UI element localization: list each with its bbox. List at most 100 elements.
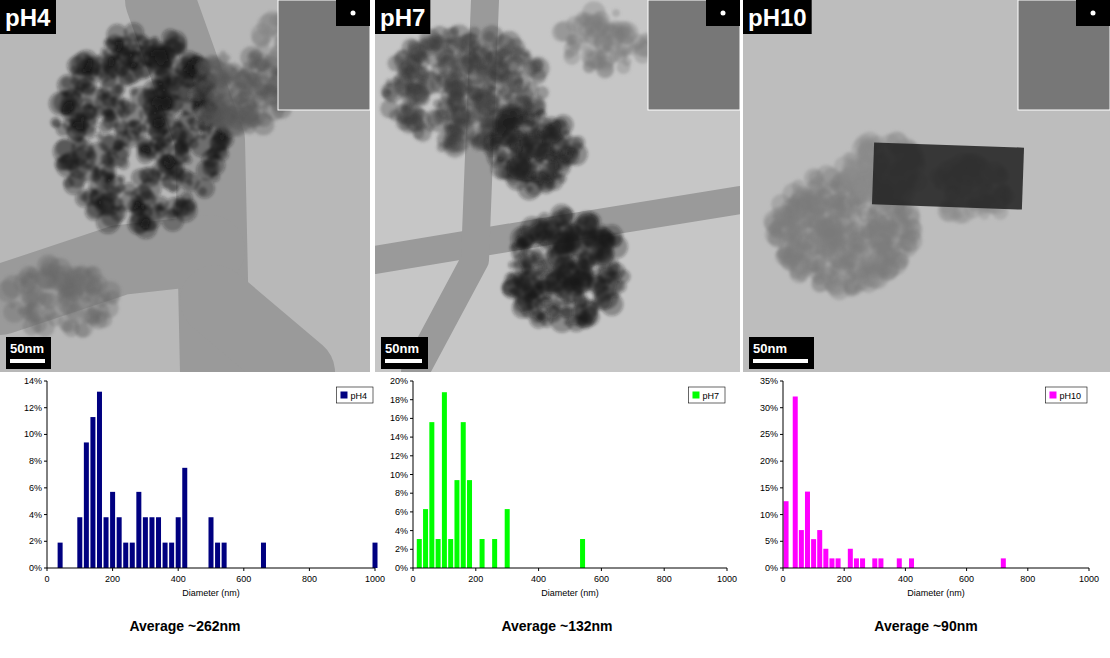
particle bbox=[515, 77, 523, 85]
scale-bar-text: 50nm bbox=[753, 341, 787, 356]
particle bbox=[566, 34, 582, 50]
particle bbox=[84, 87, 106, 109]
particle bbox=[769, 229, 787, 247]
particle bbox=[826, 272, 838, 284]
particle bbox=[522, 254, 528, 260]
particle bbox=[547, 305, 560, 318]
image-background bbox=[743, 0, 1110, 372]
inset bbox=[648, 0, 740, 110]
particle bbox=[3, 301, 25, 323]
particle bbox=[900, 230, 922, 252]
particle bbox=[66, 159, 77, 170]
image-label: pH10 bbox=[748, 4, 807, 31]
particle bbox=[211, 58, 223, 70]
particle bbox=[257, 14, 280, 37]
diffraction-spot bbox=[1091, 11, 1096, 16]
y-tick-label: 10% bbox=[24, 429, 42, 439]
particle bbox=[600, 293, 623, 316]
particle bbox=[135, 216, 158, 239]
particle bbox=[595, 251, 607, 263]
scale-bar-box bbox=[749, 337, 814, 369]
particle bbox=[221, 67, 240, 86]
particle bbox=[89, 178, 104, 193]
particle bbox=[503, 126, 521, 144]
particle bbox=[527, 302, 539, 314]
y-tick-label: 8% bbox=[29, 456, 42, 466]
particle bbox=[202, 159, 220, 177]
particle bbox=[802, 194, 820, 212]
particle bbox=[107, 60, 119, 72]
particle bbox=[538, 177, 555, 194]
particle bbox=[83, 126, 96, 139]
particle bbox=[536, 313, 544, 321]
y-tick-label: 0% bbox=[29, 563, 42, 573]
particle bbox=[608, 262, 626, 280]
scale-bar-box bbox=[381, 337, 428, 369]
particle bbox=[851, 226, 859, 234]
particle bbox=[558, 147, 573, 162]
particle bbox=[836, 240, 843, 247]
particle bbox=[877, 241, 900, 264]
particle bbox=[617, 45, 630, 58]
scale-bar-text: 50nm bbox=[385, 341, 419, 356]
particle bbox=[543, 218, 560, 235]
particle bbox=[162, 29, 179, 46]
particle bbox=[589, 256, 596, 263]
particle bbox=[103, 152, 119, 168]
particle bbox=[622, 57, 631, 66]
particle bbox=[844, 161, 856, 173]
particle bbox=[86, 163, 93, 170]
particle bbox=[63, 178, 74, 189]
diffraction-inset bbox=[1076, 0, 1110, 26]
particle bbox=[472, 136, 483, 147]
particle bbox=[460, 112, 470, 122]
particle bbox=[506, 149, 527, 170]
particle bbox=[603, 44, 611, 52]
particle bbox=[200, 134, 206, 140]
particle bbox=[116, 184, 126, 194]
particle bbox=[546, 159, 559, 172]
scale-bar-box bbox=[6, 337, 51, 369]
particle bbox=[380, 99, 399, 118]
scale-bar bbox=[753, 359, 808, 363]
particle bbox=[434, 35, 443, 44]
particle bbox=[101, 48, 107, 54]
particle bbox=[559, 259, 579, 279]
particle bbox=[899, 218, 911, 230]
particle bbox=[853, 207, 861, 215]
particle bbox=[162, 210, 184, 232]
particle bbox=[0, 280, 18, 302]
particle bbox=[506, 167, 529, 190]
particle bbox=[106, 34, 124, 52]
particle bbox=[171, 80, 191, 100]
particle bbox=[405, 65, 413, 73]
particle bbox=[537, 108, 545, 116]
particle bbox=[194, 81, 213, 100]
particle bbox=[71, 139, 94, 162]
particle bbox=[613, 281, 623, 291]
particle bbox=[72, 76, 81, 85]
particle bbox=[392, 76, 400, 84]
particle bbox=[403, 111, 423, 131]
particle bbox=[629, 43, 638, 52]
particle bbox=[54, 157, 68, 171]
figure: pH450nmpH750nmpH1050nm0%2%4%6%8%10%12%14… bbox=[0, 0, 1110, 658]
image-label-box bbox=[0, 0, 56, 34]
particle bbox=[502, 279, 519, 296]
particle bbox=[9, 303, 15, 309]
particle bbox=[61, 77, 72, 88]
particle bbox=[520, 269, 543, 292]
particle bbox=[508, 261, 515, 268]
particle bbox=[564, 319, 570, 325]
particle bbox=[414, 67, 427, 80]
carbon-film bbox=[375, 200, 740, 260]
particle bbox=[195, 107, 208, 120]
particle bbox=[35, 317, 55, 337]
particle bbox=[129, 62, 138, 71]
particle bbox=[495, 49, 513, 67]
particle bbox=[143, 80, 165, 102]
y-tick-label: 4% bbox=[29, 510, 42, 520]
particle bbox=[460, 52, 483, 75]
particle bbox=[130, 43, 143, 56]
particle bbox=[414, 50, 428, 64]
